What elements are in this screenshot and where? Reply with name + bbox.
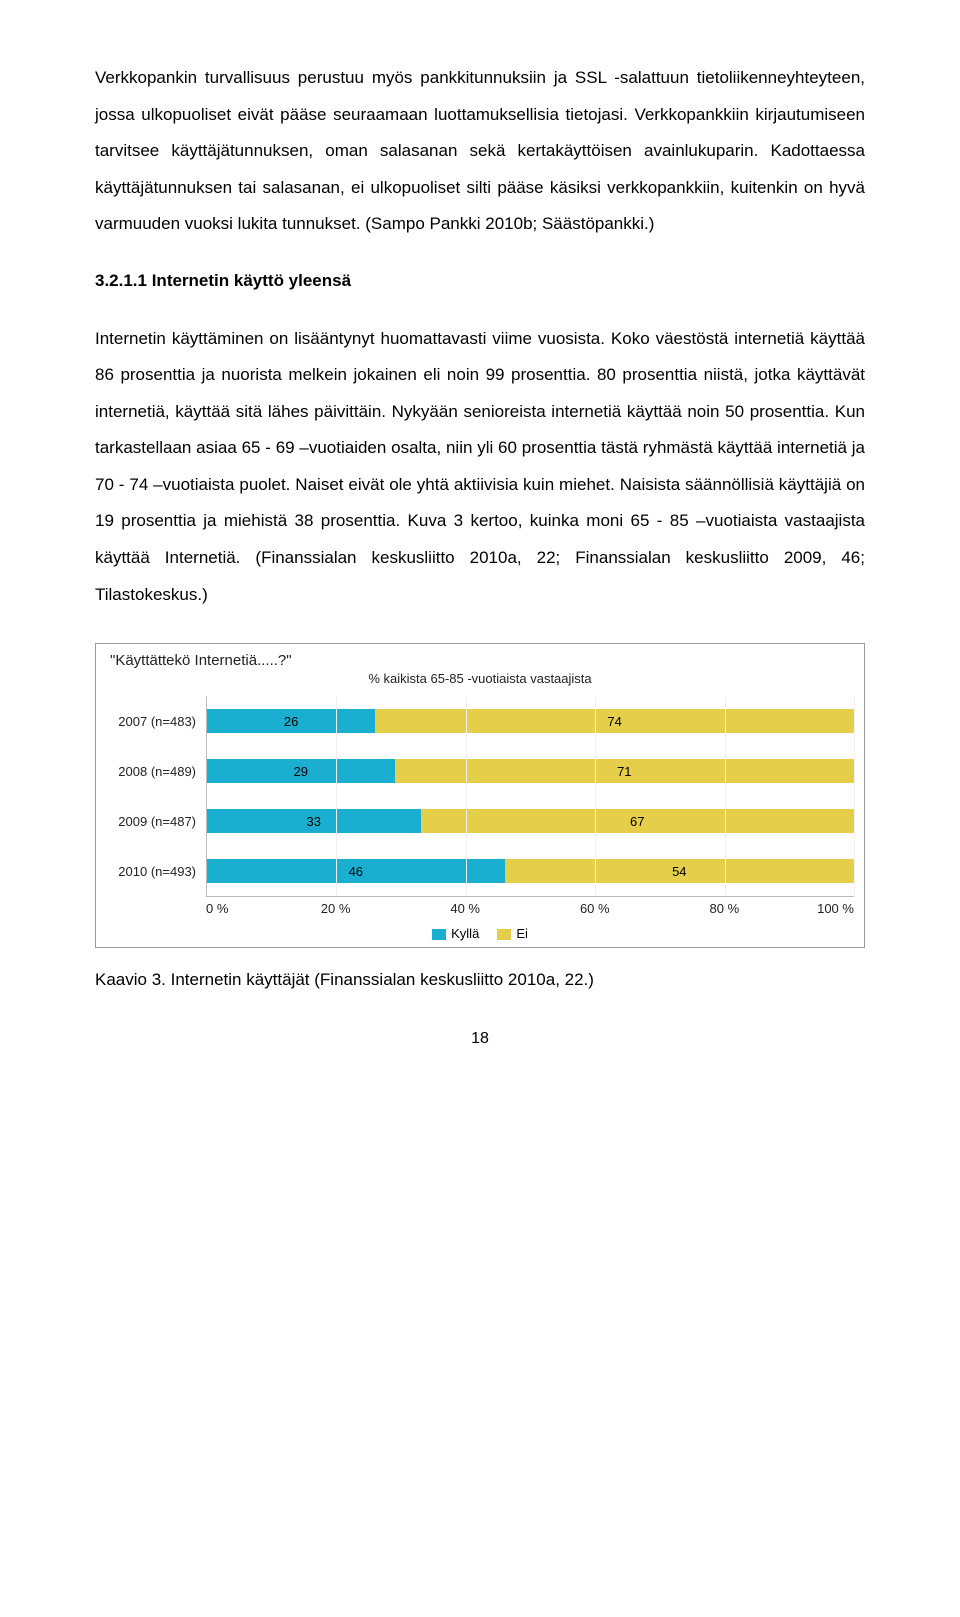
chart-y-label: 2009 (n=487): [106, 814, 196, 829]
chart-legend-item: Ei: [497, 926, 528, 941]
chart-gridline: [725, 696, 726, 896]
chart-bar-segment: 74: [375, 709, 854, 733]
chart-x-tick: 80 %: [660, 901, 790, 916]
chart-gridline: [466, 696, 467, 896]
chart-title: "Käyttättekö Internetiä.....?": [110, 652, 854, 669]
chart-bar-segment: 67: [421, 809, 854, 833]
chart-x-tick: 20 %: [271, 901, 401, 916]
chart-y-axis: 2007 (n=483) 2008 (n=489) 2009 (n=487) 2010…: [106, 696, 206, 897]
paragraph-2: Internetin käyttäminen on lisääntynyt hu…: [95, 321, 865, 613]
chart-gridline: [854, 696, 855, 896]
chart-bars: 2674 2971 3367 4654: [207, 696, 854, 896]
chart-bar-row: 2674: [207, 709, 854, 733]
chart-plot-area: 2674 2971 3367 4654: [206, 696, 854, 897]
legend-swatch: [497, 929, 511, 940]
chart-bar-segment: 33: [207, 809, 421, 833]
chart-bar-row: 2971: [207, 759, 854, 783]
chart-bar-segment: 26: [207, 709, 375, 733]
page-number: 18: [95, 1030, 865, 1048]
chart-legend: Kyllä Ei: [106, 926, 854, 941]
chart-container: "Käyttättekö Internetiä.....?" % kaikist…: [95, 643, 865, 948]
chart-x-tick: 60 %: [530, 901, 660, 916]
chart-bar-segment: 71: [395, 759, 854, 783]
chart-gridline: [595, 696, 596, 896]
chart-y-label: 2010 (n=493): [106, 864, 196, 879]
chart-bar-segment: 29: [207, 759, 395, 783]
chart-bar-segment: 46: [207, 859, 505, 883]
section-heading: 3.2.1.1 Internetin käyttö yleensä: [95, 271, 865, 291]
chart-x-tick: 40 %: [400, 901, 530, 916]
paragraph-1: Verkkopankin turvallisuus perustuu myös …: [95, 60, 865, 243]
chart-subtitle: % kaikista 65-85 -vuotiaista vastaajista: [106, 671, 854, 686]
chart-y-label: 2008 (n=489): [106, 764, 196, 779]
chart-x-tick: 100 %: [789, 901, 854, 916]
chart-bar-row: 3367: [207, 809, 854, 833]
page-container: Verkkopankin turvallisuus perustuu myös …: [0, 0, 960, 1088]
legend-label: Ei: [516, 926, 528, 941]
chart-y-label: 2007 (n=483): [106, 714, 196, 729]
chart-bar-row: 4654: [207, 859, 854, 883]
legend-label: Kyllä: [451, 926, 479, 941]
chart-legend-item: Kyllä: [432, 926, 479, 941]
chart-x-tick: 0 %: [206, 901, 271, 916]
legend-swatch: [432, 929, 446, 940]
chart-body: 2007 (n=483) 2008 (n=489) 2009 (n=487) 2010…: [106, 696, 854, 897]
chart-bar-segment: 54: [505, 859, 854, 883]
chart-caption: Kaavio 3. Internetin käyttäjät (Finanssi…: [95, 970, 865, 990]
chart-gridline: [336, 696, 337, 896]
chart-x-axis: 0 %20 %40 %60 %80 %100 %: [206, 901, 854, 916]
